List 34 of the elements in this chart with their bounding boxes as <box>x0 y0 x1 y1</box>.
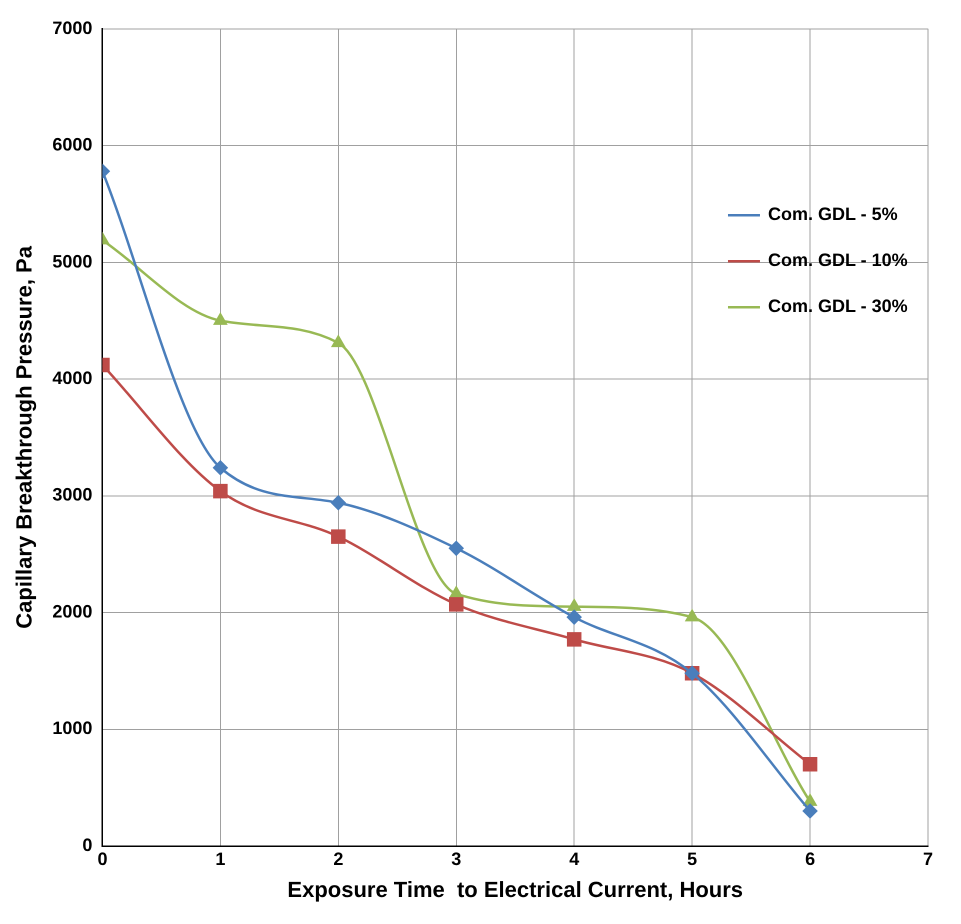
point <box>450 586 463 598</box>
point <box>214 313 227 325</box>
point <box>331 529 346 544</box>
x-axis-title: Exposure Time to Electrical Current, Hours <box>287 876 744 902</box>
point <box>566 632 582 647</box>
legend-label: Com. GDL - 30% <box>768 296 908 316</box>
y-tick-label: 2000 <box>52 601 92 622</box>
y-tick-label: 6000 <box>52 134 92 155</box>
point <box>449 541 464 556</box>
point <box>331 496 346 510</box>
point <box>802 757 818 772</box>
x-tick-label: 7 <box>922 848 934 869</box>
x-tick-label: 0 <box>97 848 108 869</box>
x-tick-label: 2 <box>333 848 344 869</box>
y-tick-label: 5000 <box>52 251 92 272</box>
y-tick-label: 7000 <box>52 18 92 38</box>
point <box>448 597 464 612</box>
point <box>213 460 228 476</box>
y-axis-title: Capillary Breakthrough Pressure, Pa <box>11 245 36 629</box>
point <box>213 484 228 498</box>
x-tick-label: 3 <box>451 848 462 869</box>
x-tick-label: 5 <box>687 848 698 869</box>
x-tick-label: 6 <box>805 848 816 869</box>
legend-label: Com. GDL - 10% <box>768 250 908 270</box>
y-tick-label: 1000 <box>52 718 92 738</box>
y-tick-label: 4000 <box>52 368 92 388</box>
point <box>802 804 818 818</box>
y-tick-label: 3000 <box>52 484 92 505</box>
legend-label: Com. GDL - 5% <box>768 204 898 224</box>
y-tick-label: 0 <box>82 834 92 855</box>
x-tick-label: 4 <box>569 848 580 869</box>
point <box>332 336 345 348</box>
point <box>566 610 582 624</box>
x-tick-label: 1 <box>215 848 226 869</box>
